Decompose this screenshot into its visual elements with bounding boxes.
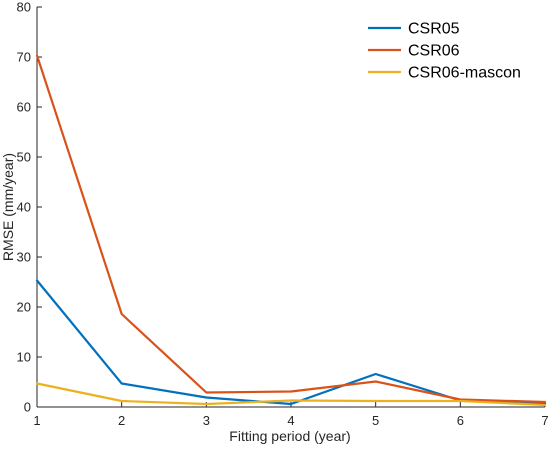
x-tick-label: 7 (541, 413, 548, 428)
series-lines (35, 54, 547, 407)
legend-label: CSR06 (408, 43, 460, 60)
x-tick-label: 1 (33, 413, 40, 428)
y-tick-label: 50 (17, 150, 31, 165)
x-tick-label: 3 (203, 413, 210, 428)
x-tick-label: 5 (372, 413, 379, 428)
y-tick-label: 20 (17, 300, 31, 315)
y-tick-label: 30 (17, 250, 31, 265)
x-tick-label: 2 (118, 413, 125, 428)
x-tick-label: 4 (287, 413, 294, 428)
y-tick-label: 0 (24, 400, 31, 415)
series-line-csr06 (35, 54, 547, 404)
y-tick-label: 10 (17, 350, 31, 365)
axes: 0 10 20 30 40 50 60 70 80 1 2 3 4 5 6 7 (17, 0, 549, 428)
y-tick-label: 80 (17, 0, 31, 15)
legend-label: CSR06-mascon (408, 65, 521, 82)
y-tick-label: 70 (17, 50, 31, 65)
y-axis-label: RMSE (mm/year) (0, 153, 16, 261)
x-tick-label: 6 (457, 413, 464, 428)
y-tick-label: 40 (17, 200, 31, 215)
legend-label: CSR05 (408, 21, 460, 38)
series-line-csr06-mascon (35, 382, 547, 407)
series-line-csr05 (35, 279, 547, 406)
x-axis-label: Fitting period (year) (229, 428, 350, 444)
legend: CSR05 CSR06 CSR06-mascon (368, 21, 521, 82)
y-tick-label: 60 (17, 100, 31, 115)
